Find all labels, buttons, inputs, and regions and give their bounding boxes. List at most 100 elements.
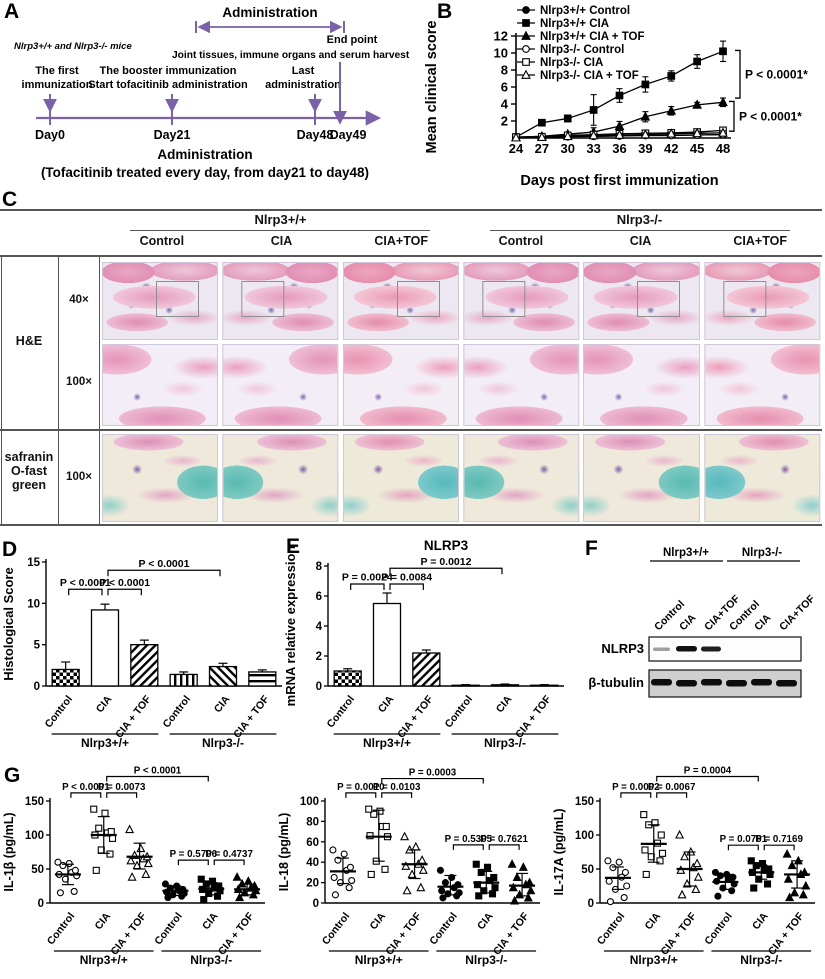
svg-text:Nlrp3-/-: Nlrp3-/- — [484, 736, 526, 750]
endpoint-label-1: End point — [327, 34, 378, 46]
svg-text:Histological Score: Histological Score — [1, 567, 16, 680]
svg-text:CIA: CIA — [368, 910, 389, 932]
svg-text:10: 10 — [494, 46, 508, 61]
svg-text:P = 0.0067: P = 0.0067 — [648, 782, 696, 793]
histology-image — [583, 344, 700, 426]
svg-text:20: 20 — [306, 878, 319, 890]
svg-text:24: 24 — [509, 141, 524, 156]
svg-text:P < 0.0001: P < 0.0001 — [139, 558, 190, 570]
endpoint-label-2: Joint tissues, immune organs and serum h… — [172, 50, 410, 61]
svg-text:CIA: CIA — [93, 910, 114, 932]
svg-text:33: 33 — [586, 141, 600, 156]
svg-text:2: 2 — [316, 651, 322, 663]
booster-label-1: The booster immunization — [100, 65, 237, 77]
svg-text:36: 36 — [612, 141, 626, 156]
tubulin-blot-box — [648, 669, 802, 698]
mice-label: Nlrp3+/+ and Nlrp3-/- mice — [14, 41, 132, 52]
col-header: CIA — [270, 234, 293, 248]
stain-label-he: H&E — [15, 334, 43, 348]
svg-text:Nlrp3-/-: Nlrp3-/- — [740, 953, 782, 967]
svg-text:Mean clinical score: Mean clinical score — [424, 21, 440, 154]
svg-text:150: 150 — [575, 796, 594, 808]
svg-text:0: 0 — [313, 898, 319, 910]
svg-text:12: 12 — [494, 29, 508, 44]
lane-label: CIA — [752, 612, 774, 634]
svg-text:50: 50 — [581, 864, 594, 876]
svg-text:P = 0.0012: P = 0.0012 — [421, 556, 472, 568]
svg-text:5: 5 — [34, 640, 41, 652]
magnification-100x-he: 100× — [66, 376, 92, 388]
histology-image — [222, 262, 339, 340]
panel-label-b: B — [437, 0, 453, 23]
svg-text:Nlrp3-/- Control: Nlrp3-/- Control — [540, 44, 624, 56]
svg-text:P = 0.0761: P = 0.0761 — [720, 834, 768, 845]
lane-label: CIA — [677, 612, 699, 634]
svg-text:Control: Control — [325, 693, 357, 730]
he-40x-image-row — [102, 262, 820, 340]
histology-image — [342, 262, 459, 340]
svg-text:P < 0.0001*: P < 0.0001* — [739, 109, 802, 123]
svg-text:Nlrp3+/+: Nlrp3+/+ — [630, 953, 678, 967]
col-header: CIA — [629, 234, 652, 248]
svg-text:P = 0.0073: P = 0.0073 — [98, 782, 146, 793]
admin-top-label: Administration — [222, 5, 317, 20]
blot-genotype-wt: Nlrp3+/+ — [663, 547, 709, 559]
nlrp3-mrna-chart: NLRP3 0 2 4 6 8 mRNA relative expression Contro… — [283, 538, 564, 750]
col-header: Control — [139, 234, 185, 248]
magnification-40x: 40× — [69, 294, 89, 306]
svg-text:40: 40 — [306, 857, 319, 869]
tubulin-band — [751, 679, 772, 686]
nlrp3-band-lane2 — [676, 646, 697, 652]
histology-image — [583, 262, 700, 340]
panel-label-a: A — [4, 0, 20, 23]
svg-text:IL-1β (pg/mL): IL-1β (pg/mL) — [2, 812, 16, 891]
blot-row-label-nlrp3: NLRP3 — [601, 641, 644, 656]
lane-label: CIA+TOF — [777, 592, 818, 633]
col-header: Control — [498, 234, 544, 248]
stain-line: green — [11, 478, 47, 492]
svg-text:Nlrp3-/- CIA + TOF: Nlrp3-/- CIA + TOF — [540, 70, 639, 82]
svg-text:CIA: CIA — [376, 693, 397, 715]
svg-text:P = 0.0084: P = 0.0084 — [381, 572, 432, 584]
table-top-border — [0, 209, 822, 211]
svg-text:Nlrp3+/+ Control: Nlrp3+/+ Control — [540, 5, 630, 17]
svg-text:P < 0.0001: P < 0.0001 — [99, 577, 150, 589]
histology-image — [102, 434, 219, 522]
last-admin-1: Last — [292, 65, 315, 77]
histology-image — [342, 434, 459, 522]
il17a-chart-container: 0 50 100 150 IL-17A (pg/mL) Control CIA CIA + T… — [550, 748, 825, 979]
histology-image — [462, 434, 580, 522]
tubulin-band — [651, 679, 672, 686]
svg-text:Days post first immunization: Days post first immunization — [520, 173, 718, 189]
genotype-header-wt: Nlrp3+/+ — [254, 212, 307, 227]
panel-label-g: G — [4, 764, 21, 787]
svg-text:IL-17A (pg/mL): IL-17A (pg/mL) — [552, 808, 566, 895]
day0-label: Day0 — [35, 128, 65, 142]
svg-text:IL-18 (pg/mL): IL-18 (pg/mL) — [277, 813, 291, 891]
svg-text:Nlrp3+/+: Nlrp3+/+ — [80, 953, 128, 967]
svg-text:P = 0.0003: P = 0.0003 — [409, 768, 457, 779]
table-bottom-border — [0, 524, 822, 526]
svg-text:P = 0.5305: P = 0.5305 — [445, 834, 493, 845]
svg-text:4: 4 — [316, 621, 323, 633]
admin-bottom-label-2: (Tofacitinib treated every day, from day… — [41, 165, 369, 180]
svg-text:mRNA relative expression: mRNA relative expression — [283, 546, 298, 707]
svg-text:P < 0.0001: P < 0.0001 — [60, 577, 111, 589]
blot-row-label-tubulin: β-tubulin — [588, 675, 644, 690]
svg-text:Nlrp3+/+: Nlrp3+/+ — [355, 953, 403, 967]
bar-CIA — [373, 603, 401, 686]
genotype-underline-wt — [130, 230, 430, 232]
svg-text:CIA: CIA — [475, 910, 496, 932]
treatment-header-row: Control CIA CIA+TOF Control CIA CIA+TOF — [102, 234, 820, 248]
stain-line: safranin — [4, 450, 54, 464]
svg-text:Nlrp3+/+: Nlrp3+/+ — [81, 736, 129, 750]
svg-text:Control: Control — [43, 693, 75, 730]
svg-text:42: 42 — [664, 141, 678, 156]
svg-text:CIA: CIA — [494, 693, 515, 715]
timeline-panel: Administration Nlrp3+/+ and Nlrp3-/- mic… — [0, 0, 420, 190]
last-admin-2: administration — [265, 79, 341, 91]
col-header: CIA+TOF — [733, 234, 787, 248]
